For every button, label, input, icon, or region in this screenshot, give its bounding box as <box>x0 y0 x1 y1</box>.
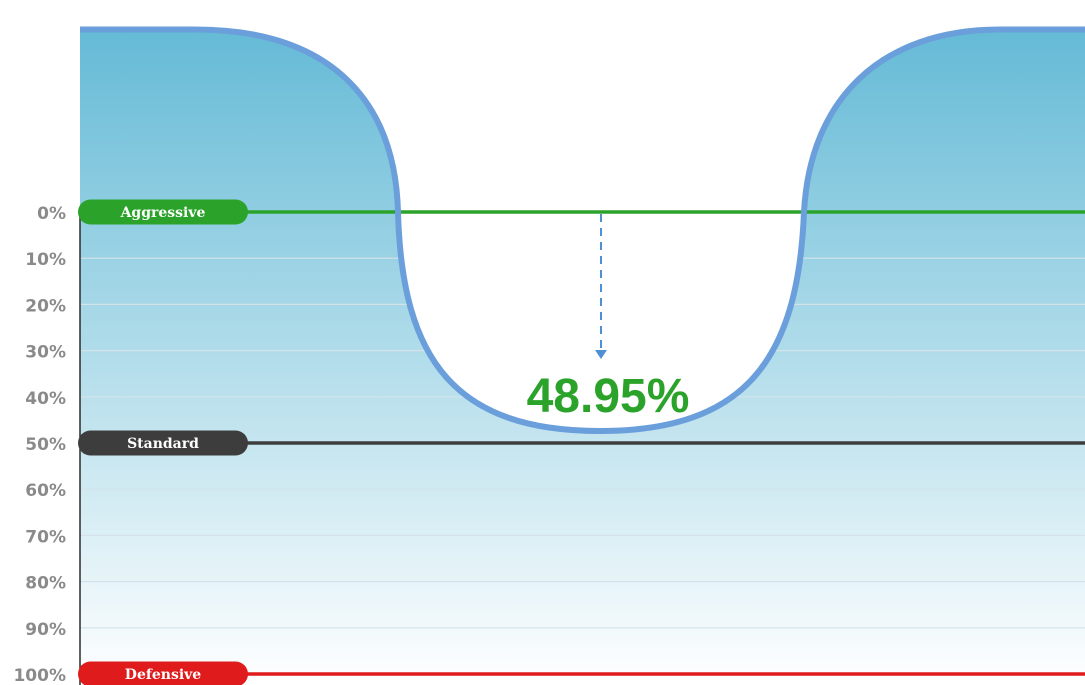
reference-pill-label: Aggressive <box>120 205 206 221</box>
reference-pill-bg <box>78 199 248 225</box>
y-axis-ticks: 0% 10% 20% 30% 40% 50% 60% 70% 80% 90% 100% <box>13 204 66 685</box>
y-tick-label: 60% <box>25 481 66 501</box>
y-tick-label: 10% <box>25 250 66 270</box>
y-tick-label: 90% <box>25 620 66 640</box>
reference-pill-label: Standard <box>127 436 199 452</box>
reference-pill-label: Defensive <box>125 667 201 683</box>
reference-labels: Aggressive Standard Defensive <box>78 199 248 685</box>
y-tick-label: 70% <box>25 527 66 547</box>
reference-pill-bg <box>78 430 248 456</box>
curve-well-area <box>195 18 1000 431</box>
reference-pill: Aggressive <box>78 199 248 225</box>
reference-pill-bg <box>78 661 248 685</box>
annotation-arrowhead <box>595 350 607 359</box>
y-tick-label: 80% <box>25 574 66 594</box>
annotation: 48.95% <box>527 214 690 423</box>
curve-line <box>80 26 1085 434</box>
y-tick-label: 50% <box>25 435 66 455</box>
y-tick-label: 30% <box>25 343 66 363</box>
y-tick-label: 100% <box>13 666 66 685</box>
annotation-value: 48.95% <box>527 370 690 423</box>
y-tick-label: 40% <box>25 389 66 409</box>
reference-pill: Standard <box>78 430 248 456</box>
y-tick-label: 0% <box>37 204 66 224</box>
reference-pill: Defensive <box>78 661 248 685</box>
y-tick-label: 20% <box>25 296 66 316</box>
